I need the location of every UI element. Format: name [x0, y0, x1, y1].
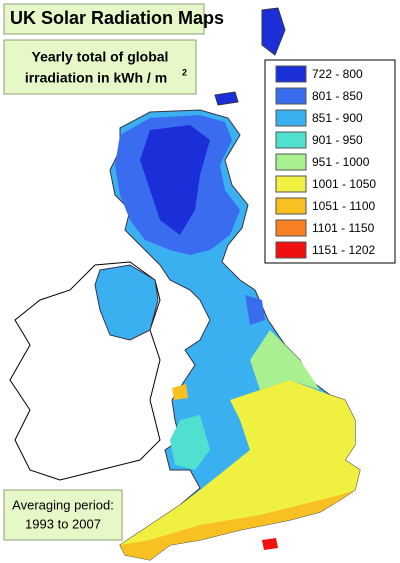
shetland [261, 7, 286, 56]
legend: 722 - 800 801 - 850 851 - 900 901 - 950 951 … [275, 65, 376, 259]
subtitle-box [3, 39, 197, 95]
region-highlands [140, 125, 210, 235]
legend-swatch [275, 131, 307, 149]
legend-label: 1151 - 1202 [312, 243, 375, 257]
region-wales-coast [172, 384, 188, 400]
legend-swatch [275, 175, 307, 193]
region-south [120, 380, 360, 560]
period-line: Averaging period: [12, 497, 114, 512]
title: UK Solar Radiation Maps [10, 8, 224, 28]
region-wales [170, 415, 210, 470]
legend-swatch [275, 241, 307, 259]
legend-label: 1001 - 1050 [312, 177, 376, 191]
period-box [3, 489, 123, 541]
legend-swatch [275, 87, 307, 105]
legend-label: 1051 - 1100 [312, 199, 375, 213]
legend-swatch [275, 109, 307, 127]
legend-swatch [275, 153, 307, 171]
legend-label: 1101 - 1150 [312, 221, 375, 235]
legend-swatch [275, 219, 307, 237]
legend-label: 951 - 1000 [312, 155, 370, 169]
legend-label: 722 - 800 [312, 67, 363, 81]
legend-swatch [275, 197, 307, 215]
region-south-coast [120, 490, 355, 560]
title-box [3, 3, 205, 35]
region-peak [262, 538, 278, 550]
subtitle-line: Yearly total of global [32, 49, 169, 65]
legend-label: 801 - 850 [312, 89, 363, 103]
legend-label: 901 - 950 [312, 133, 363, 147]
period-line: 1993 to 2007 [25, 516, 101, 531]
region-pennines [245, 295, 265, 325]
subtitle-line: irradiation in kWh / m [25, 70, 167, 86]
northern-ireland [94, 264, 159, 341]
legend-label: 851 - 900 [312, 111, 363, 125]
legend-swatch [275, 65, 307, 83]
region-east [250, 330, 320, 390]
orkney [214, 91, 239, 106]
uk-map [9, 7, 361, 561]
subtitle-superscript: 2 [182, 67, 187, 77]
